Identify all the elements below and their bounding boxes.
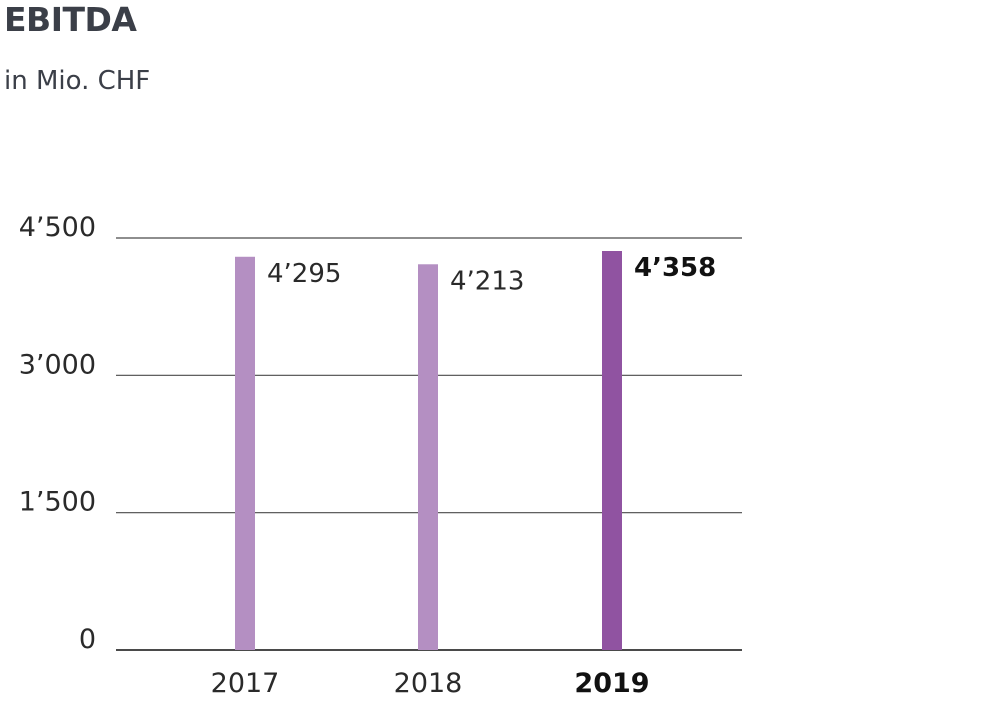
- x-tick-label: 2018: [394, 668, 463, 699]
- x-tick-label: 2019: [574, 668, 649, 699]
- chart-title: EBITDA: [4, 0, 137, 39]
- x-tick-label: 2017: [211, 668, 280, 699]
- bar: [418, 264, 438, 650]
- value-label: 4’295: [267, 259, 341, 289]
- value-label: 4’213: [450, 266, 524, 296]
- y-tick-label: 1’500: [19, 487, 96, 518]
- y-tick-label: 4’500: [19, 212, 96, 243]
- y-tick-label: 0: [79, 624, 96, 655]
- value-label: 4’358: [634, 253, 716, 283]
- chart-subtitle: in Mio. CHF: [4, 66, 151, 96]
- bar: [602, 251, 622, 650]
- bar: [235, 256, 255, 650]
- y-tick-label: 3’000: [19, 349, 96, 380]
